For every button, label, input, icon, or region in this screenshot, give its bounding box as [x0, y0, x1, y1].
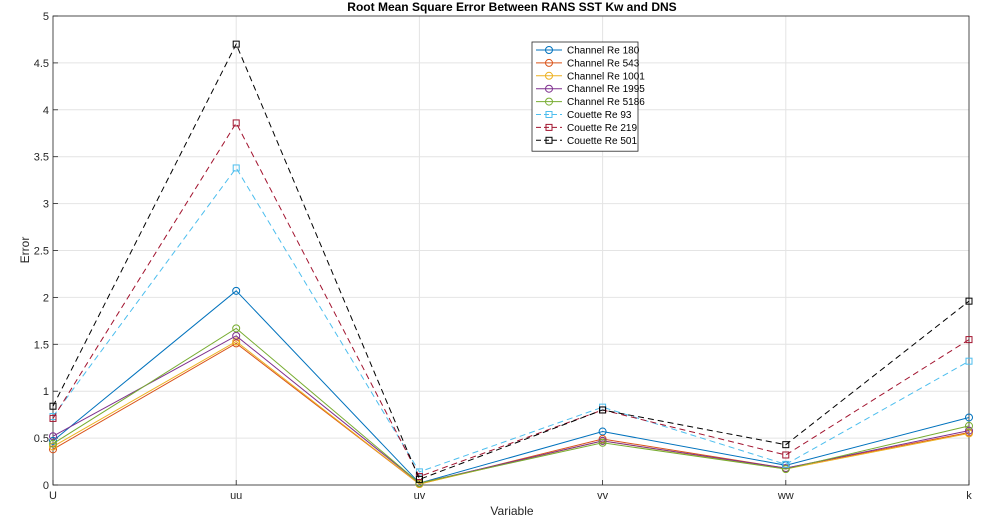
x-tick-label: k — [966, 490, 972, 502]
y-tick-label: 1 — [43, 386, 49, 398]
x-tick-label: ww — [777, 490, 794, 502]
data-point — [232, 164, 240, 172]
data-point — [599, 406, 607, 414]
data-point — [965, 421, 973, 430]
data-point — [232, 331, 241, 340]
legend-marker — [545, 84, 553, 93]
data-point — [965, 357, 973, 365]
data-point — [598, 427, 607, 436]
series-line — [52, 167, 970, 473]
data-point — [782, 441, 790, 449]
x-axis-label: Variable — [490, 504, 533, 518]
legend-label: Channel Re 180 — [567, 46, 640, 57]
legend-item: Couette Re 93 — [536, 110, 632, 121]
data-point — [232, 40, 240, 48]
data-point — [965, 336, 973, 344]
data-point — [232, 324, 241, 333]
legend-label: Couette Re 93 — [567, 110, 632, 121]
series-line — [52, 290, 970, 484]
series-line — [52, 327, 970, 484]
x-tick-label: uu — [230, 490, 242, 502]
legend-item: Channel Re 180 — [536, 46, 640, 57]
legend-marker — [545, 123, 553, 131]
legend-label: Channel Re 5186 — [567, 97, 645, 108]
data-point — [782, 451, 790, 459]
legend-marker — [545, 111, 553, 118]
y-tick-label: 2.5 — [34, 246, 49, 258]
data-point — [49, 439, 57, 448]
data-point — [232, 337, 241, 346]
data-point — [415, 475, 423, 483]
legend-marker — [545, 46, 553, 54]
legend-item: Channel Re 1001 — [536, 71, 645, 82]
y-tick-label: 3.5 — [34, 152, 49, 164]
data-point — [781, 465, 790, 474]
data-point — [965, 429, 973, 438]
legend-box — [531, 41, 639, 152]
legend-label: Couette Re 219 — [567, 123, 637, 134]
legend-item: Couette Re 219 — [536, 123, 637, 134]
data-point — [965, 426, 973, 435]
data-point — [49, 442, 57, 451]
data-point — [49, 436, 57, 445]
x-tick-label: U — [49, 490, 57, 502]
legend-label: Couette Re 501 — [567, 136, 637, 147]
data-point — [49, 402, 57, 410]
legend-marker — [545, 71, 553, 80]
series-line — [52, 42, 970, 481]
legend-marker — [545, 58, 553, 67]
y-tick-label: 5 — [43, 11, 49, 23]
y-tick-label: 4 — [43, 105, 49, 117]
legend-marker — [545, 136, 553, 144]
data-point — [782, 460, 790, 468]
legend-label: Channel Re 1001 — [567, 71, 645, 82]
legend-label: Channel Re 543 — [567, 58, 640, 69]
y-axis-label: Error — [18, 237, 32, 264]
series-7 — [49, 40, 973, 483]
data-point — [965, 413, 973, 422]
y-tick-label: 0 — [43, 480, 49, 492]
legend-item: Couette Re 501 — [536, 136, 637, 147]
data-point — [49, 414, 57, 422]
legend-marker — [545, 97, 553, 106]
y-tick-label: 0.5 — [34, 433, 49, 445]
legend-label: Channel Re 1995 — [567, 84, 645, 95]
legend-item: Channel Re 543 — [536, 58, 640, 69]
y-tick-label: 4.5 — [34, 58, 49, 70]
data-point — [232, 119, 240, 127]
legend-item: Channel Re 1995 — [536, 84, 645, 95]
data-point — [232, 286, 241, 295]
data-point — [415, 468, 423, 476]
chart-title: Root Mean Square Error Between RANS SST … — [347, 0, 676, 14]
y-tick-label: 2 — [43, 292, 49, 304]
y-tick-label: 3 — [43, 199, 49, 211]
legend-item: Channel Re 5186 — [536, 97, 645, 108]
data-point — [49, 445, 57, 454]
data-point — [965, 297, 973, 305]
x-tick-label: vv — [597, 490, 609, 502]
x-tick-label: uv — [414, 490, 426, 502]
data-point — [598, 438, 607, 447]
y-tick-label: 1.5 — [34, 339, 49, 351]
data-point — [49, 432, 57, 441]
series-line — [52, 121, 970, 478]
